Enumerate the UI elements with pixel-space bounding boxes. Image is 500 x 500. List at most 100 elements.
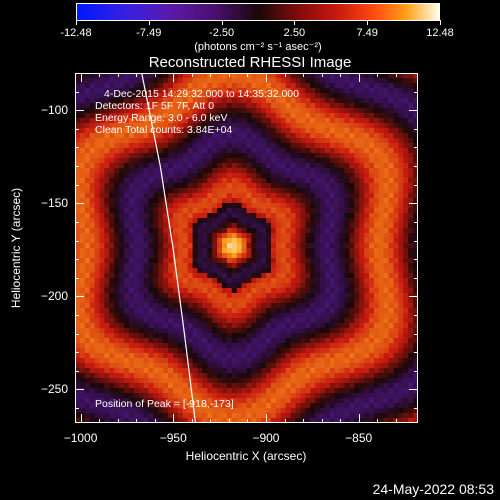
heatmap-cell bbox=[398, 393, 404, 399]
heatmap-cell bbox=[403, 213, 409, 219]
heatmap-cell bbox=[339, 303, 346, 309]
heatmap-cell bbox=[226, 148, 233, 154]
heatmap-cell bbox=[207, 83, 213, 89]
heatmap-cell bbox=[369, 323, 375, 329]
heatmap-cell bbox=[182, 253, 189, 259]
heatmap-cell bbox=[187, 333, 194, 339]
y-axis-tick-right bbox=[409, 296, 418, 298]
heatmap-cell bbox=[236, 103, 243, 109]
heatmap-cell bbox=[383, 198, 390, 204]
heatmap-cell bbox=[143, 303, 150, 309]
heatmap-cell bbox=[207, 228, 213, 234]
heatmap-cell bbox=[133, 378, 140, 384]
heatmap-cell bbox=[114, 73, 120, 79]
heatmap-cell bbox=[104, 118, 110, 124]
heatmap-cell bbox=[295, 408, 301, 414]
heatmap-cell bbox=[75, 73, 81, 79]
heatmap-cell bbox=[305, 98, 311, 104]
heatmap-cell bbox=[202, 268, 208, 274]
heatmap-cell bbox=[226, 143, 233, 149]
heatmap-cell bbox=[133, 178, 140, 184]
heatmap-cell bbox=[163, 408, 169, 414]
heatmap-cell bbox=[266, 298, 272, 304]
heatmap-cell bbox=[388, 403, 395, 409]
heatmap-cell bbox=[383, 98, 390, 104]
heatmap-cell bbox=[119, 123, 125, 129]
heatmap-cell bbox=[173, 353, 179, 359]
heatmap-cell bbox=[119, 248, 125, 254]
heatmap-cell bbox=[408, 313, 414, 319]
heatmap-cell bbox=[99, 178, 105, 184]
heatmap-cell bbox=[369, 403, 375, 409]
heatmap-cell bbox=[153, 388, 159, 394]
heatmap-cell bbox=[104, 288, 110, 294]
heatmap-cell bbox=[383, 373, 390, 379]
heatmap-cell bbox=[153, 298, 159, 304]
heatmap-cell bbox=[173, 218, 179, 224]
heatmap-cell bbox=[373, 318, 380, 324]
heatmap-cell bbox=[143, 118, 150, 124]
heatmap-cell bbox=[320, 213, 326, 219]
heatmap-cell bbox=[119, 318, 125, 324]
heatmap-cell bbox=[369, 148, 375, 154]
heatmap-cell bbox=[163, 108, 169, 114]
heatmap-cell bbox=[256, 298, 262, 304]
heatmap-cell bbox=[261, 288, 267, 294]
heatmap-cell bbox=[329, 203, 336, 209]
heatmap-cell bbox=[75, 403, 81, 409]
heatmap-cell bbox=[94, 348, 101, 354]
heatmap-cell bbox=[187, 388, 194, 394]
heatmap-cell bbox=[251, 323, 257, 329]
heatmap-cell bbox=[207, 73, 213, 79]
heatmap-cell bbox=[329, 313, 336, 319]
heatmap-cell bbox=[383, 168, 390, 174]
heatmap-cell bbox=[408, 298, 414, 304]
heatmap-cell bbox=[173, 318, 179, 324]
heatmap-cell bbox=[148, 213, 154, 219]
heatmap-cell bbox=[359, 318, 365, 324]
heatmap-cell bbox=[192, 233, 199, 239]
heatmap-cell bbox=[212, 138, 218, 144]
heatmap-cell bbox=[241, 143, 248, 149]
heatmap-cell bbox=[212, 328, 218, 334]
heatmap-cell bbox=[251, 248, 257, 254]
heatmap-cell bbox=[408, 153, 414, 159]
heatmap-cell bbox=[315, 118, 321, 124]
heatmap-cell bbox=[226, 88, 233, 94]
heatmap-cell bbox=[133, 318, 140, 324]
heatmap-cell bbox=[329, 408, 336, 414]
heatmap-cell bbox=[403, 78, 409, 84]
heatmap-cell bbox=[339, 238, 346, 244]
heatmap-cell bbox=[138, 403, 145, 409]
heatmap-cell bbox=[315, 368, 321, 374]
heatmap-cell bbox=[349, 408, 355, 414]
heatmap-cell bbox=[275, 188, 282, 194]
heatmap-cell bbox=[124, 78, 130, 84]
heatmap-cell bbox=[133, 343, 140, 349]
heatmap-cell bbox=[104, 188, 110, 194]
heatmap-cell bbox=[222, 273, 228, 279]
heatmap-cell bbox=[173, 258, 179, 264]
heatmap-cell bbox=[393, 233, 399, 239]
heatmap-cell bbox=[202, 403, 208, 409]
heatmap-cell bbox=[128, 138, 135, 144]
heatmap-cell bbox=[236, 213, 243, 219]
heatmap-cell bbox=[138, 228, 145, 234]
heatmap-cell bbox=[94, 248, 101, 254]
heatmap-cell bbox=[138, 198, 145, 204]
heatmap-cell bbox=[359, 323, 365, 329]
heatmap-cell bbox=[222, 213, 228, 219]
heatmap-cell bbox=[153, 118, 159, 124]
heatmap-cell bbox=[261, 363, 267, 369]
heatmap-cell bbox=[256, 313, 262, 319]
heatmap-cell bbox=[383, 323, 390, 329]
heatmap-cell bbox=[75, 93, 81, 99]
heatmap-cell bbox=[79, 363, 86, 369]
heatmap-cell bbox=[251, 228, 257, 234]
heatmap-cell bbox=[153, 103, 159, 109]
heatmap-cell bbox=[359, 418, 365, 423]
heatmap-cell bbox=[197, 293, 203, 299]
heatmap-cell bbox=[79, 298, 86, 304]
heatmap-cell bbox=[310, 308, 316, 314]
heatmap-cell bbox=[393, 268, 399, 274]
